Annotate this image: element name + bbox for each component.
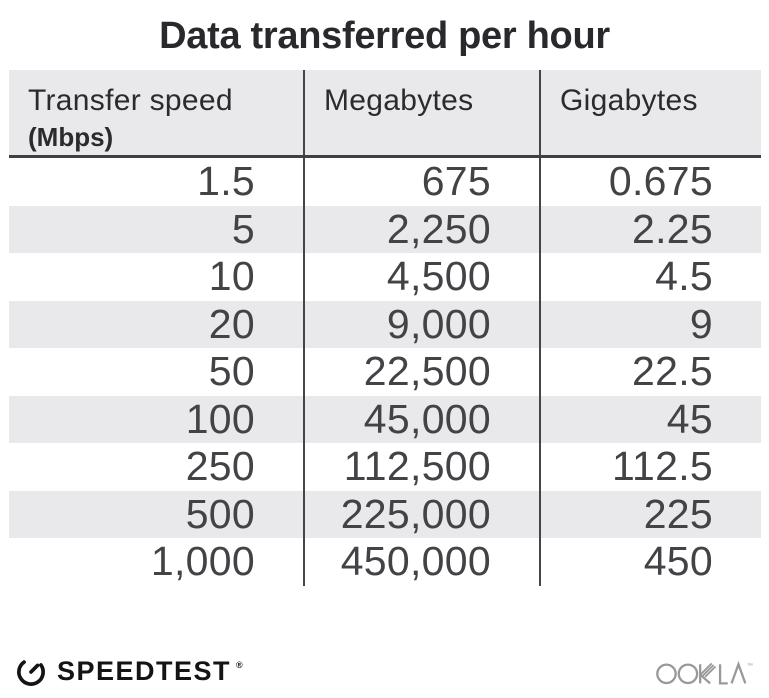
- column-header-gigabytes: Gigabytes: [539, 70, 761, 155]
- cell-gigabytes: 4.5: [539, 253, 761, 301]
- column-header-label: Megabytes: [324, 84, 474, 117]
- cell-speed: 1.5: [197, 158, 255, 205]
- table-header-row: Transfer speed (Mbps) Megabytes Gigabyte…: [9, 70, 761, 158]
- table-row: 50 22,500 22.5: [9, 348, 761, 396]
- cell-speed: 100: [185, 395, 255, 442]
- cell-gigabytes: 22.5: [539, 348, 761, 396]
- ookla-wordmark-icon: ™: [656, 660, 753, 685]
- cell-speed: 5: [231, 205, 255, 252]
- ookla-logo: OOKLA ™: [655, 656, 753, 687]
- cell-megabytes: 45,000: [303, 395, 539, 443]
- column-header-label: Transfer speed: [28, 84, 233, 117]
- column-header-megabytes: Megabytes: [303, 70, 539, 155]
- cell-megabytes: 4,500: [303, 253, 539, 301]
- table-row: 100 45,000 45: [9, 395, 761, 443]
- column-header-label: Gigabytes: [560, 84, 698, 117]
- table-row: 1,000 450,000 450: [9, 538, 761, 586]
- table-row: 10 4,500 4.5: [9, 253, 761, 301]
- cell-speed: 1,000: [150, 538, 255, 585]
- cell-megabytes: 450,000: [303, 538, 539, 586]
- cell-gigabytes: 112.5: [539, 443, 761, 491]
- cell-megabytes: 225,000: [303, 490, 539, 538]
- cell-megabytes: 112,500: [303, 443, 539, 491]
- cell-speed: 50: [208, 348, 255, 395]
- cell-speed: 500: [185, 490, 255, 537]
- cell-speed: 250: [185, 443, 255, 490]
- table-row: 1.5 675 0.675: [9, 158, 761, 206]
- svg-text:™: ™: [747, 662, 753, 669]
- cell-megabytes: 22,500: [303, 348, 539, 396]
- cell-gigabytes: 0.675: [539, 158, 761, 206]
- cell-megabytes: 675: [303, 158, 539, 206]
- table-body: 1.5 675 0.675 5 2,250 2.25 10 4,500 4.5 …: [9, 158, 761, 586]
- cell-megabytes: 9,000: [303, 300, 539, 348]
- column-header-unit: (Mbps): [28, 122, 114, 152]
- table-row: 500 225,000 225: [9, 490, 761, 538]
- speedtest-logo: SPEEDTEST ®: [15, 655, 247, 688]
- table-row: 20 9,000 9: [9, 300, 761, 348]
- cell-gigabytes: 2.25: [539, 205, 761, 253]
- cell-gigabytes: 225: [539, 490, 761, 538]
- cell-gigabytes: 450: [539, 538, 761, 586]
- cell-megabytes: 2,250: [303, 205, 539, 253]
- column-header-transfer-speed: Transfer speed (Mbps): [9, 70, 303, 155]
- page-title: Data transferred per hour: [159, 15, 610, 57]
- speedtest-registered-mark: ®: [236, 660, 243, 670]
- cell-speed: 10: [208, 253, 255, 300]
- footer: SPEEDTEST ® OOKLA ™: [15, 648, 753, 694]
- speedtest-gauge-icon: [17, 659, 45, 686]
- data-table: Transfer speed (Mbps) Megabytes Gigabyte…: [9, 70, 761, 586]
- cell-gigabytes: 9: [539, 300, 761, 348]
- table-row: 250 112,500 112.5: [9, 443, 761, 491]
- speedtest-wordmark: SPEEDTEST: [57, 655, 232, 686]
- table-row: 5 2,250 2.25: [9, 205, 761, 253]
- cell-gigabytes: 45: [539, 395, 761, 443]
- cell-speed: 20: [208, 300, 255, 347]
